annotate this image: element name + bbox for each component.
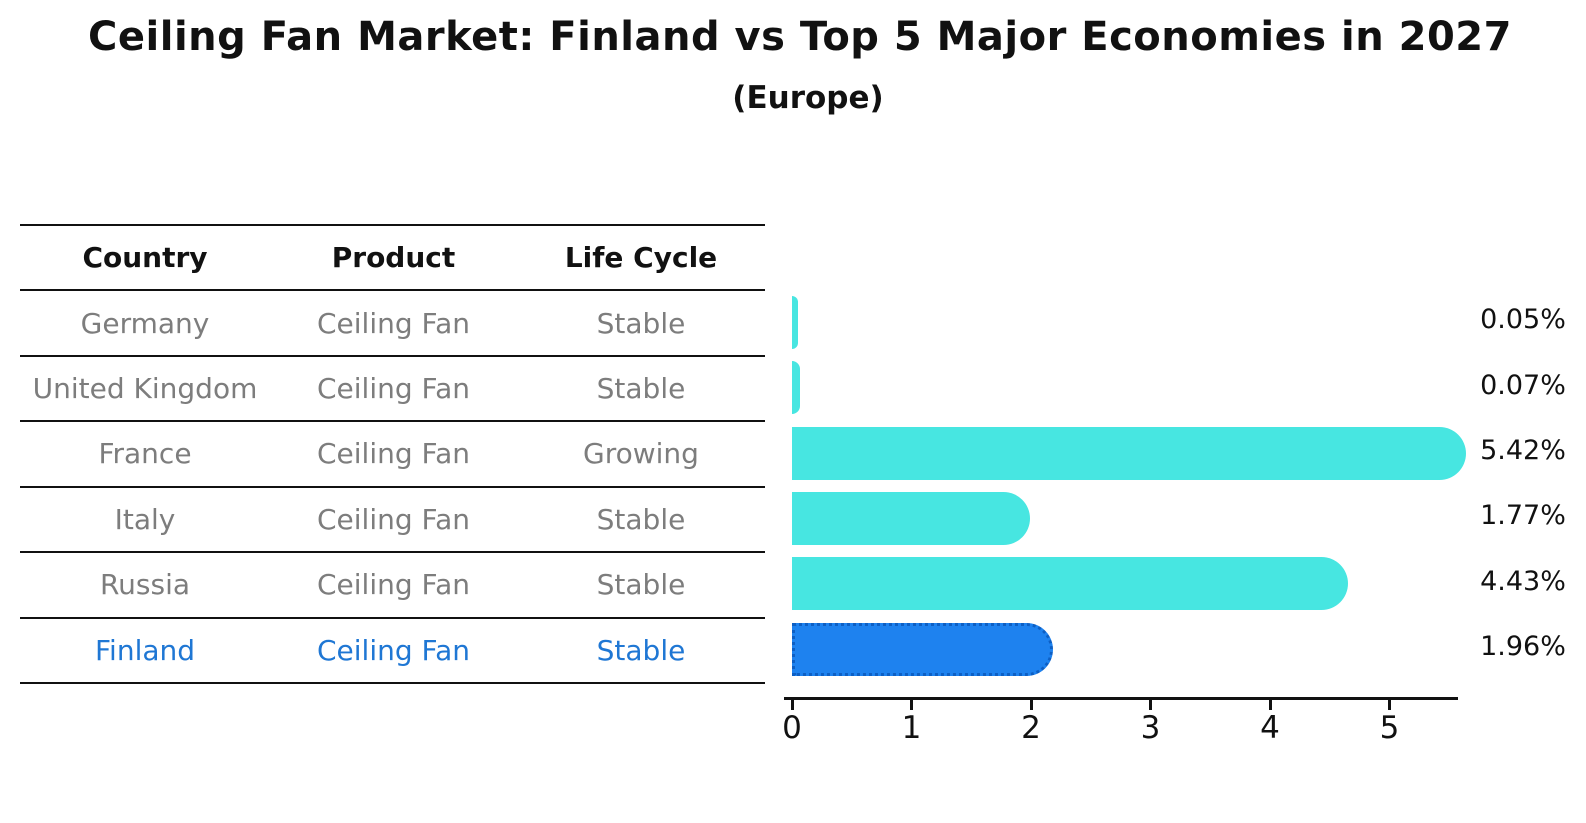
bar-russia [792, 557, 1348, 611]
table-row-cell-1: Ceiling Fan [317, 502, 470, 536]
value-label-france: 5.42% [1480, 435, 1566, 466]
table-row-cell-1: Ceiling Fan [317, 437, 470, 471]
bar-italy [792, 491, 1030, 545]
bar-finland [792, 622, 1053, 676]
x-axis-tick-label-3: 3 [1140, 710, 1161, 746]
table-row: Finland Ceiling Fan Stable [20, 616, 765, 682]
table-header-row-cell-2: Life Cycle [564, 241, 718, 275]
table-header-row-cell-1: Product [331, 241, 456, 275]
x-axis-tick-label-5: 5 [1379, 710, 1400, 746]
table-row-cell-0: Germany [80, 306, 210, 340]
x-axis-tick-label-2: 2 [1021, 710, 1041, 746]
table-row-cell-2: Stable [596, 502, 686, 536]
value-label-united-kingdom: 0.07% [1480, 369, 1566, 401]
table-row-cell-0: United Kingdom [32, 372, 258, 406]
x-axis-tick-label-1: 1 [901, 710, 922, 746]
table-row-cell-1: Ceiling Fan [317, 568, 470, 602]
table-row-cell-0: Italy [114, 502, 176, 536]
country-table: Country Product Life Cycle Germany Ceiling F… [20, 224, 765, 684]
chart-subtitle: (Europe) [732, 80, 884, 116]
bar-france [792, 426, 1466, 480]
x-axis-tick-2 [1029, 700, 1033, 710]
table-row: Italy Ceiling Fan Stable [20, 485, 765, 551]
chart-title: Ceiling Fan Market: Finland vs Top 5 Maj… [88, 14, 1512, 60]
table-row: Russia Ceiling Fan Stable [20, 551, 765, 616]
x-axis-tick-0 [790, 700, 794, 710]
x-axis-tick-5 [1388, 700, 1391, 710]
table-row-cell-1: Ceiling Fan [317, 633, 470, 667]
table-row-cell-2: Stable [596, 568, 686, 602]
table-row-cell-0: Finland [94, 633, 196, 667]
value-label-russia: 4.43% [1480, 565, 1566, 597]
bar-germany [792, 295, 798, 349]
table-row-cell-2: Stable [596, 306, 686, 340]
table-row-cell-0: Russia [99, 568, 191, 602]
x-axis-tick-label-0: 0 [782, 710, 802, 746]
x-axis-tick-label-4: 4 [1260, 710, 1280, 746]
x-axis-line [784, 697, 1458, 700]
table-row-cell-0: France [98, 437, 192, 471]
x-axis-tick-1 [910, 700, 913, 710]
table-row: United Kingdom Ceiling Fan Stable [20, 354, 765, 420]
value-label-finland: 1.96% [1480, 631, 1566, 663]
table-row-cell-2: Stable [596, 633, 686, 667]
table-row-cell-1: Ceiling Fan [317, 372, 470, 406]
table-header-row-cell-0: Country [82, 241, 208, 275]
value-label-germany: 0.05% [1480, 304, 1566, 336]
table-header-row: Country Product Life Cycle [20, 224, 765, 289]
table-row: Germany Ceiling Fan Stable [20, 289, 765, 354]
table-row-cell-2: Growing [583, 437, 699, 471]
table-row-cell-2: Stable [596, 372, 686, 406]
bar-united-kingdom [792, 361, 800, 415]
value-label-italy: 1.77% [1480, 500, 1566, 532]
table-row: France Ceiling Fan Growing [20, 420, 765, 485]
x-axis-tick-4 [1268, 700, 1272, 710]
x-axis-tick-3 [1149, 700, 1152, 710]
table-row-cell-1: Ceiling Fan [317, 306, 470, 340]
